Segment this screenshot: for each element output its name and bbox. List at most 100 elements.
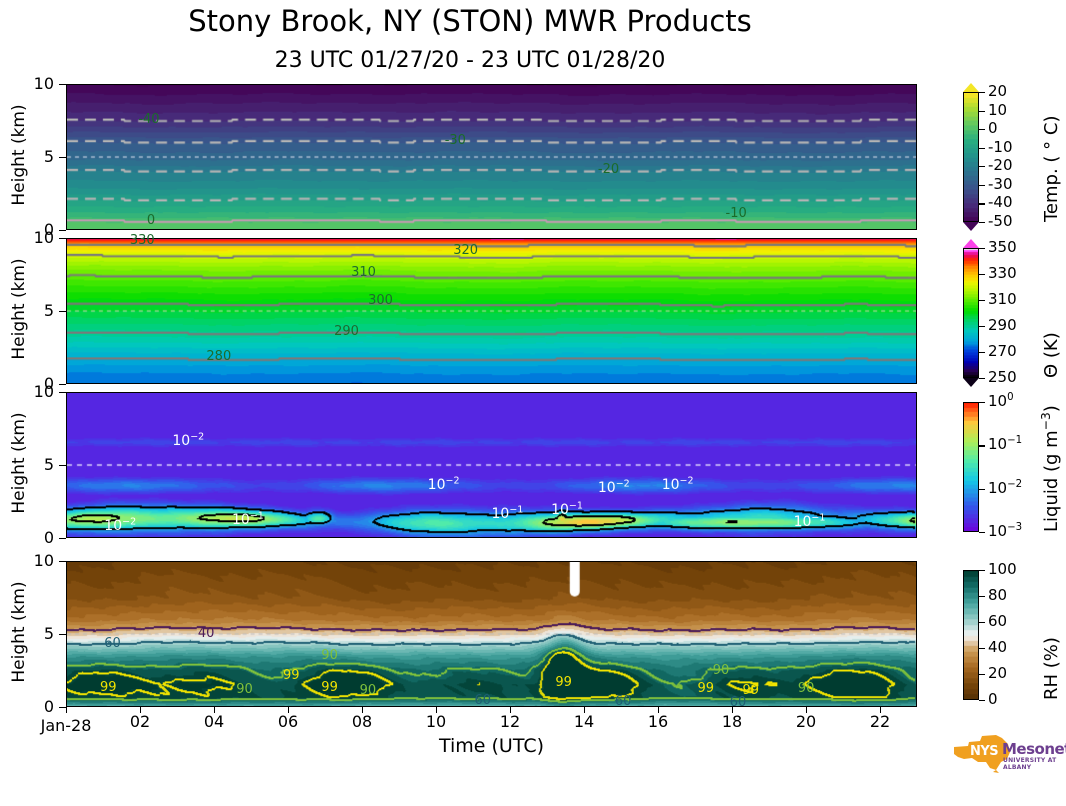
x-tick-mark (806, 707, 808, 713)
x-tick-mark (214, 707, 216, 713)
y-tick-mark (59, 392, 66, 394)
colorbar-title: RH (%) (1041, 637, 1062, 700)
nys-mesonet-logo: NYS Mesonet UNIVERSITY AT ALBANY (952, 730, 1066, 776)
colorbar-tick-label: 20 (988, 82, 1008, 100)
logo-affiliation: UNIVERSITY AT ALBANY (1003, 757, 1057, 771)
y-tick-mark (59, 538, 66, 540)
x-tick-label: 14 (573, 712, 595, 731)
x-axis-label: Time (UTC) (438, 735, 545, 757)
y-tick-label: 10 (33, 551, 54, 570)
colorbar-potential-temperature: 350 330 310 290 270 250 Θ (K) (963, 238, 1062, 387)
y-tick-mark (59, 230, 66, 232)
y-tick-label: 5 (43, 147, 54, 166)
x-tick-mark (584, 707, 586, 713)
colorbar-tick-mark (979, 184, 985, 187)
colorbar-tick-mark (979, 129, 985, 131)
theta-heatmap (67, 239, 916, 383)
y-tick-label: 0 (43, 374, 54, 393)
colorbar-liquid-water-content: 100 10−1 10−2 10−3 Liquid (g m−3) (963, 392, 1062, 540)
colorbar-temperature: 20 10 0 -10 -20 -30 -40 -50 Temp. ( ° C) (963, 82, 1062, 231)
colorbar-relative-humidity: 100 80 60 40 20 0 RH (%) (963, 560, 1062, 708)
colorbar-tick-mark (979, 222, 985, 224)
y-tick-label: 5 (43, 624, 54, 643)
colorbar-tick-label: 20 (988, 664, 1008, 682)
colorbar-tick-label: 60 (988, 612, 1008, 630)
panel-temperature (66, 84, 917, 230)
x-tick-label: 02 (129, 712, 151, 731)
colorbar-tick-label: 250 (988, 368, 1017, 386)
y-tick-label: 10 (33, 228, 54, 247)
colorbar-tick-mark (979, 352, 985, 354)
colorbar-title: Θ (K) (1041, 332, 1062, 378)
y-tick-mark (59, 311, 66, 313)
colorbar-tick-label: -20 (988, 156, 1013, 175)
y-tick-label: 0 (43, 697, 54, 716)
colorbar-extend-arrow-bottom (963, 378, 979, 387)
y-tick-mark (59, 384, 66, 386)
colorbar-tick-label: 10 (988, 100, 1008, 119)
colorbar-tick-label: 80 (988, 586, 1008, 604)
x-tick-label: 18 (721, 712, 743, 731)
x-tick-label: 08 (351, 712, 373, 731)
colorbar-tick-label: 290 (988, 316, 1017, 334)
colorbar-tick-label: 100 (988, 560, 1017, 578)
y-tick-label: 5 (43, 455, 54, 474)
colorbar-tick-mark (979, 248, 985, 250)
y-tick-label: 0 (43, 220, 54, 239)
y-tick-label: 5 (43, 301, 54, 320)
colorbar-tick-mark (979, 700, 985, 702)
colorbar-tick-mark (979, 326, 985, 328)
colorbar-tick-mark (979, 648, 985, 650)
colorbar-tick-label: -40 (988, 193, 1013, 212)
y-tick-label: 10 (33, 382, 54, 401)
colorbar-tick-mark (979, 674, 985, 676)
colorbar-tick-label: 100 (988, 392, 1014, 410)
colorbar-title: Temp. ( ° C) (1041, 115, 1062, 222)
y-tick-label: 10 (33, 74, 54, 93)
colorbar-tick-mark (979, 445, 985, 447)
colorbar-tick-mark (979, 402, 985, 404)
colorbar-gradient (963, 248, 979, 378)
colorbar-tick-label: 10−2 (988, 478, 1023, 497)
colorbar-gradient (963, 92, 979, 222)
x-tick-mark (658, 707, 660, 713)
liquid-heatmap (67, 393, 916, 537)
colorbar-tick-mark (979, 532, 985, 534)
y-tick-mark (59, 238, 66, 240)
colorbar-tick-mark (979, 622, 985, 624)
colorbar-tick-label: -50 (988, 212, 1013, 230)
new-york-state-shape-icon (954, 735, 1010, 773)
logo-brand-text: Mesonet (1002, 740, 1066, 758)
colorbar-tick-mark (979, 147, 985, 149)
panel-liquid (66, 392, 917, 538)
rh-heatmap (67, 562, 916, 706)
figure-title: Stony Brook, NY (STON) MWR Products (188, 4, 752, 38)
colorbar-tick-mark (979, 92, 985, 94)
colorbar-tick-mark (979, 166, 985, 168)
colorbar-tick-mark (979, 274, 985, 276)
colorbar-tick-label: 270 (988, 342, 1017, 360)
colorbar-tick-mark (979, 488, 985, 490)
colorbar-tick-label: 330 (988, 264, 1017, 282)
x-tick-label: 16 (647, 712, 669, 731)
colorbar-tick-label: 40 (988, 638, 1008, 656)
x-tick-mark (288, 707, 290, 713)
x-tick-label: 06 (277, 712, 299, 731)
temperature-heatmap (67, 85, 916, 229)
logo-nys-text: NYS (970, 744, 999, 759)
colorbar-extend-arrow-top (963, 239, 979, 248)
colorbar-tick-label: -30 (988, 174, 1013, 193)
colorbar-tick-label: 10−1 (988, 435, 1023, 454)
colorbar-tick-mark (979, 378, 985, 380)
colorbar-extend-arrow-bottom (963, 222, 979, 231)
y-tick-label: 0 (43, 528, 54, 547)
y-tick-mark (59, 465, 66, 467)
colorbar-tick-label: -10 (988, 137, 1013, 156)
x-tick-mark (510, 707, 512, 713)
y-tick-mark (59, 634, 66, 636)
colorbar-tick-mark (979, 110, 985, 112)
colorbar-tick-label: 0 (988, 119, 998, 138)
colorbar-tick-mark (979, 570, 985, 572)
colorbar-tick-label: 10−3 (988, 522, 1023, 540)
x-tick-label: Jan-28 (40, 716, 92, 735)
